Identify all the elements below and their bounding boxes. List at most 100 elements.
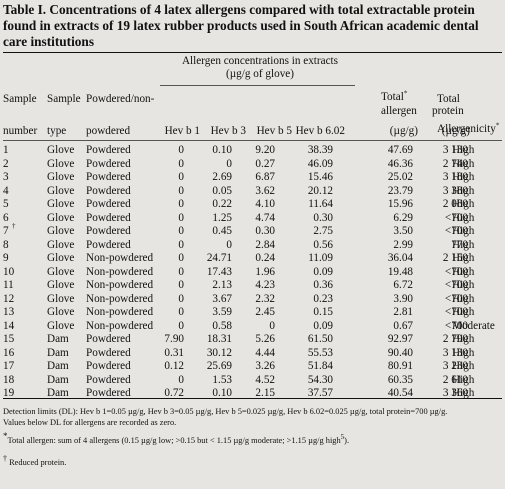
group-unit: (µg/g of glove) bbox=[226, 68, 294, 80]
cell-total-protein: 3 380 bbox=[442, 184, 468, 197]
cell-total-protein: 3 360 bbox=[442, 387, 468, 399]
table-title: Table I. Concentrations of 4 latex aller… bbox=[3, 2, 479, 49]
cell-powdered: Powdered bbox=[86, 184, 131, 197]
cell-hevb5: 2.15 bbox=[255, 387, 275, 399]
cell-hevb3: 30.12 bbox=[206, 346, 232, 359]
cell-allergenicity: High bbox=[452, 171, 475, 183]
cell-sample-type: Glove bbox=[47, 171, 75, 183]
cell-powdered: Powdered bbox=[86, 211, 131, 224]
cell-hevb3: 2.69 bbox=[212, 171, 232, 183]
cell-hevb3: 0.22 bbox=[212, 198, 232, 210]
header-number: number bbox=[3, 125, 38, 137]
cell-hevb3: 0.45 bbox=[212, 225, 232, 237]
cell-sample-type: Dam bbox=[47, 360, 69, 372]
cell-hevb602: 0.56 bbox=[313, 238, 333, 251]
cell-sample-number: 18 bbox=[3, 373, 15, 386]
header-powdered: Powdered/non- bbox=[86, 93, 155, 105]
cell-hevb1: 0 bbox=[178, 238, 184, 251]
cell-hevb5: 2.84 bbox=[255, 238, 275, 251]
cell-allergenicity: High bbox=[452, 252, 475, 264]
cell-powdered: Non-powdered bbox=[86, 265, 154, 278]
cell-sample-number: 10 bbox=[3, 265, 15, 278]
cell-total-allergen: 3.90 bbox=[393, 292, 413, 305]
cell-sample-type: Glove bbox=[47, 306, 75, 318]
cell-powdered: Powdered bbox=[86, 238, 131, 251]
cell-total-protein: 2 790 bbox=[442, 333, 468, 345]
cell-hevb602: 61.50 bbox=[307, 333, 333, 345]
cell-total-protein: 3 180 bbox=[442, 171, 468, 183]
cell-total-allergen: 40.54 bbox=[387, 387, 413, 399]
footnote-total-allergen: *Total allergen: sum of 4 allergens (0.1… bbox=[3, 431, 350, 445]
cell-hevb3: 3.59 bbox=[212, 306, 232, 318]
cell-hevb602: 2.75 bbox=[313, 225, 333, 237]
top-rule bbox=[3, 52, 502, 53]
cell-sample-number: 6 bbox=[3, 211, 9, 224]
cell-total-protein: <700 bbox=[444, 292, 468, 305]
cell-total-protein: <700 bbox=[444, 265, 468, 278]
cell-hevb1: 0 bbox=[178, 279, 184, 291]
header-total-allergen-2: allergen bbox=[381, 105, 417, 117]
cell-sample-number: 15 bbox=[3, 333, 15, 345]
header-hevb5: Hev b 5 bbox=[256, 125, 292, 137]
cell-sample-type: Dam bbox=[47, 387, 69, 399]
cell-sample-type: Glove bbox=[47, 252, 75, 264]
cell-total-protein: 3 130 bbox=[442, 144, 468, 156]
group-header: Allergen concentrations in extracts bbox=[181, 55, 339, 67]
cell-hevb602: 54.30 bbox=[307, 373, 333, 386]
header-hevb1: Hev b 1 bbox=[164, 125, 200, 137]
cell-total-protein: <700 bbox=[444, 211, 468, 224]
cell-sample-type: Glove bbox=[47, 238, 75, 251]
cell-hevb1: 0 bbox=[178, 252, 184, 264]
cell-hevb5: 4.10 bbox=[255, 198, 275, 210]
cell-powdered: Powdered bbox=[86, 225, 131, 237]
cell-allergenicity: High bbox=[452, 184, 475, 197]
cell-allergenicity: Moderate bbox=[452, 319, 495, 332]
cell-hevb602: 0.36 bbox=[313, 279, 333, 291]
cell-hevb1: 0 bbox=[178, 265, 184, 278]
header-powdered-2: powdered bbox=[86, 125, 131, 137]
header-hevb3: Hev b 3 bbox=[210, 125, 246, 137]
cell-total-protein: 3 230 bbox=[442, 360, 468, 372]
cell-sample-number: 7 bbox=[3, 225, 9, 237]
cell-sample-type: Glove bbox=[47, 292, 75, 305]
cell-total-allergen: 36.04 bbox=[387, 252, 413, 264]
cell-hevb5: 3.62 bbox=[255, 184, 275, 197]
cell-allergenicity: High bbox=[452, 265, 475, 278]
cell-allergenicity: High bbox=[452, 346, 475, 359]
cell-allergenicity: High bbox=[452, 238, 475, 251]
cell-total-protein: 770 bbox=[451, 238, 468, 251]
cell-hevb1: 7.90 bbox=[164, 333, 184, 345]
cell-hevb3: 0.10 bbox=[212, 387, 232, 399]
cell-hevb5: 4.23 bbox=[255, 279, 275, 291]
cell-hevb1: 0 bbox=[178, 184, 184, 197]
cell-hevb1: 0 bbox=[178, 211, 184, 224]
cell-hevb5: 2.45 bbox=[255, 306, 275, 318]
cell-sample-number: 12 bbox=[3, 292, 15, 305]
cell-powdered: Powdered bbox=[86, 346, 131, 359]
cell-powdered: Powdered bbox=[86, 333, 131, 345]
cell-total-allergen: 90.40 bbox=[387, 346, 413, 359]
cell-powdered: Powdered bbox=[86, 198, 131, 210]
header-total-allergen-3: (µg/g) bbox=[389, 125, 418, 137]
cell-sample-number: 1 bbox=[3, 144, 9, 156]
cell-hevb5: 0 bbox=[269, 319, 275, 332]
cell-allergenicity: High bbox=[452, 360, 475, 372]
cell-hevb3: 1.25 bbox=[212, 211, 232, 224]
cell-total-allergen: 3.50 bbox=[393, 225, 413, 237]
cell-hevb5: 1.96 bbox=[255, 265, 275, 278]
cell-hevb602: 38.39 bbox=[307, 144, 333, 156]
footnote-detection: Detection limits (DL): Hev b 1=0.05 µg/g… bbox=[3, 407, 448, 416]
cell-hevb1: 0.72 bbox=[164, 387, 184, 399]
cell-powdered: Powdered bbox=[86, 360, 131, 372]
cell-hevb602: 0.09 bbox=[313, 319, 333, 332]
cell-hevb1: 0.12 bbox=[164, 360, 184, 372]
cell-hevb602: 11.64 bbox=[308, 198, 333, 210]
cell-total-allergen: 15.96 bbox=[387, 198, 413, 210]
cell-hevb5: 2.32 bbox=[255, 292, 275, 305]
header-rule bbox=[3, 140, 502, 141]
cell-powdered: Non-powdered bbox=[86, 292, 154, 305]
cell-allergenicity: High bbox=[452, 373, 475, 386]
cell-sample-number: 3 bbox=[3, 171, 9, 183]
cell-total-protein: <700 bbox=[444, 225, 468, 237]
